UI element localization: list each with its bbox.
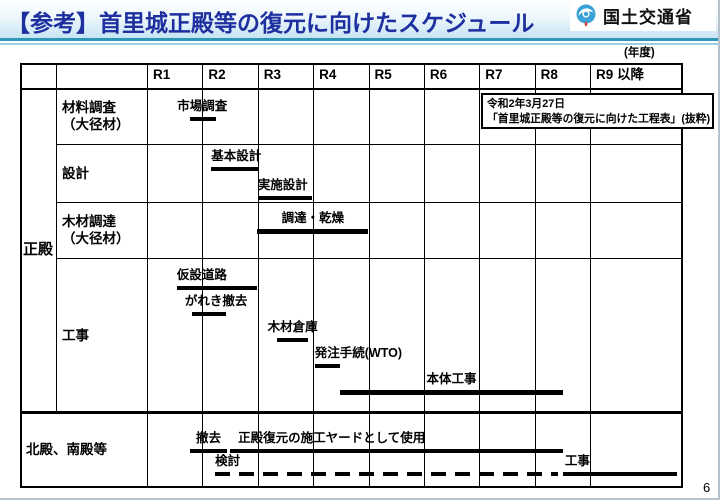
task-bar [211, 167, 258, 171]
grid-hline [56, 258, 683, 259]
section-divider-line [20, 411, 683, 414]
category-label: 材料調査 （大径材） [62, 100, 130, 132]
task-label: 木材倉庫 [267, 320, 318, 334]
page-title: 【参考】首里城正殿等の復元に向けたスケジュール [7, 10, 535, 36]
agency-name: 国土交通省 [603, 8, 693, 27]
task-label: 市場調査 [177, 99, 228, 113]
section-label-hokuden-nanden: 北殿、南殿等 [26, 442, 107, 457]
grid-vline [202, 63, 204, 488]
source-note-line2: 「首里城正殿等の復元に向けた工程表」(抜粋) [487, 113, 711, 125]
grid-vline [479, 63, 481, 488]
task-bar [314, 364, 341, 368]
column-header: R7 [485, 67, 503, 82]
task-label: 正殿復元の施工ヤードとして使用 [238, 431, 426, 445]
column-header: R1 [153, 67, 171, 82]
grid-vline [257, 63, 259, 488]
task-bar-dashed [215, 472, 558, 476]
task-bar [257, 196, 313, 200]
task-bar [562, 472, 677, 476]
task-bar [340, 390, 563, 395]
column-header: R3 [263, 67, 282, 82]
column-header: R9 以降 [596, 67, 645, 82]
column-header: R2 [208, 67, 226, 82]
section-label-seiden: 正殿 [22, 241, 53, 258]
grid-hline [56, 144, 683, 145]
grid-vline [56, 63, 57, 412]
task-label: 本体工事 [426, 372, 477, 386]
grid-hline [56, 202, 683, 203]
task-label: 実施設計 [257, 178, 308, 192]
task-label: 検討 [215, 454, 241, 468]
grid-vline [368, 63, 370, 488]
task-bar [277, 338, 309, 342]
task-bar [191, 312, 227, 316]
task-label: がれき撤去 [184, 294, 248, 308]
task-label: 撤去 [195, 431, 221, 445]
column-header: R5 [374, 67, 392, 82]
task-label: 基本設計 [211, 149, 262, 163]
grid-vline [423, 63, 425, 488]
source-note-box: 令和2年3月27日 「首里城正殿等の復元に向けた工程表」(抜粋) [481, 93, 714, 129]
task-bar [190, 117, 217, 121]
task-bar [190, 449, 227, 453]
page-number: 6 [703, 480, 711, 495]
task-bar [257, 229, 369, 234]
fiscal-year-unit-label: (年度) [624, 47, 655, 59]
column-header: R8 [540, 67, 558, 82]
mlit-logo: 国土交通省 [570, 0, 716, 31]
task-label: 調達・乾燥 [281, 211, 345, 225]
task-label: 仮設道路 [176, 268, 227, 282]
category-label: 工事 [62, 327, 89, 343]
source-note-line1: 令和2年3月27日 [487, 98, 566, 110]
task-label: 工事 [564, 454, 590, 468]
task-bar [176, 286, 258, 290]
category-label: 設計 [62, 165, 89, 181]
column-header: R6 [429, 67, 448, 82]
table-outer-border [20, 63, 683, 488]
mlit-logo-icon [574, 3, 598, 29]
title-underline [0, 38, 718, 45]
grid-hline [20, 88, 683, 90]
grid-vline [534, 63, 536, 488]
task-bar [230, 449, 563, 453]
category-label: 木材調達 （大径材） [62, 214, 130, 246]
grid-vline [313, 63, 315, 488]
grid-vline [147, 63, 148, 488]
task-label: 発注手続(WTO) [314, 346, 403, 360]
grid-vline [590, 63, 591, 488]
column-header: R4 [319, 67, 337, 82]
